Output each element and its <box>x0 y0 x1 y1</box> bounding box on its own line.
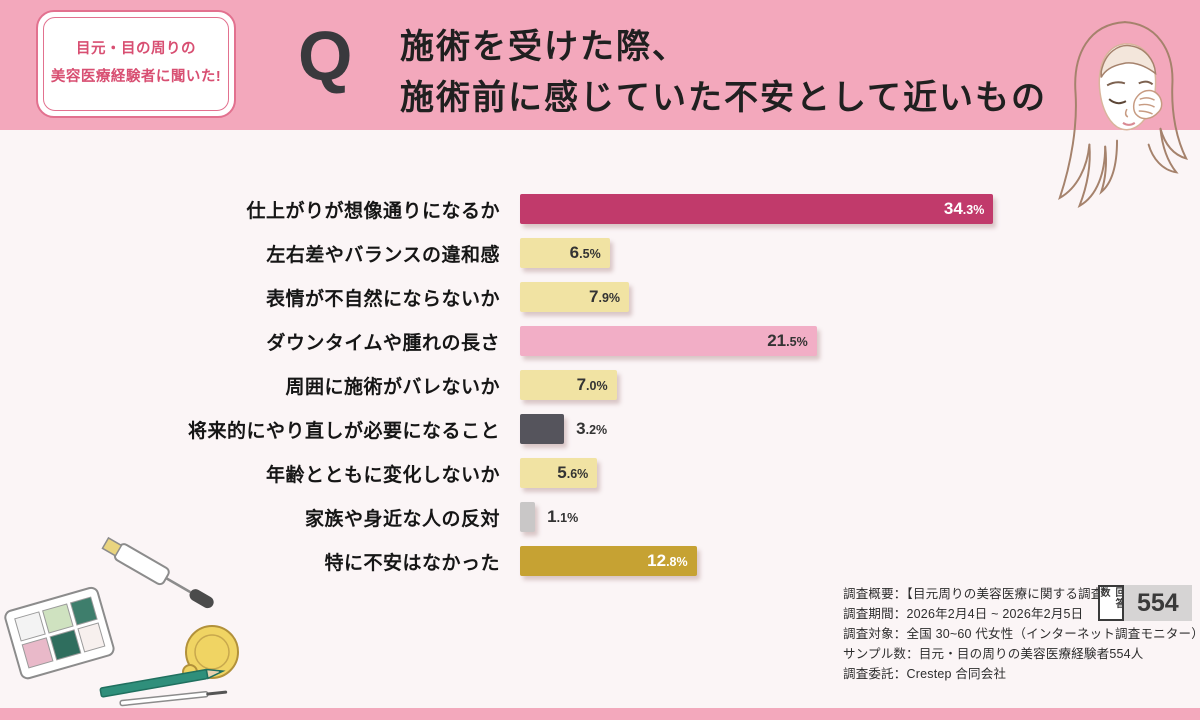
category-label-4: ダウンタイムや腫れの長さ <box>266 332 500 354</box>
bar-track-9: 12.8% <box>520 546 1060 576</box>
respondents-count: 554 <box>1124 585 1192 621</box>
survey-line-5: 調査委託：Crestep 合同会社 <box>843 667 1007 681</box>
chart-row-4: ダウンタイムや腫れの長さ 21.5% <box>0 326 1060 356</box>
audience-badge-text: 目元・目の周りの 美容医療経験者に聞いた! <box>51 36 221 91</box>
question-title-line1: 施術を受けた際、 <box>400 28 688 66</box>
value-label-7: 5.6% <box>557 463 589 482</box>
header-band: 目元・目の周りの 美容医療経験者に聞いた! Q 施術を受けた際、 施術前に感じて… <box>0 0 1200 130</box>
value-label-1: 34.3% <box>943 199 985 218</box>
category-label-1: 仕上がりが想像通りになるか <box>246 200 500 222</box>
category-label-7: 年齢とともに変化しないか <box>265 464 500 486</box>
bar-3: 7.9% <box>520 282 630 312</box>
chart-row-2: 左右差やバランスの違和感 6.5% <box>0 238 1060 268</box>
survey-line-4: サンプル数：目元・目の周りの美容医療経験者554人 <box>843 647 1144 661</box>
bar-1: 34.3% <box>520 194 994 224</box>
woman-touching-eye-illustration <box>1058 21 1189 209</box>
audience-badge-line1: 目元・目の周りの <box>75 41 196 58</box>
bottom-accent-strip <box>0 708 1200 720</box>
category-label-6: 将来的にやり直しが必要になること <box>187 420 500 442</box>
bar-7: 5.6% <box>520 458 598 488</box>
chart-row-3: 表情が不自然にならないか 7.9% <box>0 282 1060 312</box>
chart-row-6: 将来的にやり直しが必要になること 3.2% <box>0 414 1060 444</box>
bar-track-8: 1.1% <box>520 502 1060 532</box>
chart-row-8: 家族や身近な人の反対 1.1% <box>0 502 1060 532</box>
question-title: 施術を受けた際、 施術前に感じていた不安として近いもの <box>400 22 1047 124</box>
value-label-5: 7.0% <box>576 375 608 394</box>
audience-badge: 目元・目の周りの 美容医療経験者に聞いた! <box>36 10 236 118</box>
bar-track-4: 21.5% <box>520 326 1060 356</box>
chart-row-5: 周囲に施術がバレないか 7.0% <box>0 370 1060 400</box>
respondents-label: 回答数 <box>1098 585 1124 621</box>
value-label-4: 21.5% <box>767 331 808 350</box>
respondents-badge: 回答数 554 <box>1098 585 1192 621</box>
bar-track-7: 5.6% <box>520 458 1060 488</box>
category-label-5: 周囲に施術がバレないか <box>285 376 500 398</box>
chart-row-1: 仕上がりが想像通りになるか 34.3% <box>0 194 1060 224</box>
value-label-3: 7.9% <box>589 287 621 306</box>
category-label-9: 特に不安はなかった <box>324 552 500 574</box>
bar-chart: 仕上がりが想像通りになるか 34.3% 左右差やバランスの違和感 6.5% 表情が不自然… <box>0 194 1060 590</box>
bar-track-2: 6.5% <box>520 238 1060 268</box>
value-label-6: 3.2% <box>576 419 608 438</box>
survey-line-2: 調査期間：2026年2月4日 ~ 2026年2月5日 <box>843 607 1084 621</box>
chart-row-9: 特に不安はなかった 12.8% <box>0 546 1060 576</box>
category-label-8: 家族や身近な人の反対 <box>304 508 500 530</box>
chart-row-7: 年齢とともに変化しないか 5.6% <box>0 458 1060 488</box>
value-label-9: 12.8% <box>647 551 688 570</box>
bar-track-3: 7.9% <box>520 282 1060 312</box>
survey-summary: 調査概要：【目元周りの美容医療に関する調査】 調査期間：2026年2月4日 ~ 2… <box>843 584 1200 684</box>
bar-track-6: 3.2% <box>520 414 1060 444</box>
audience-badge-line2: 美容医療経験者に聞いた! <box>50 69 222 85</box>
bar-track-5: 7.0% <box>520 370 1060 400</box>
category-label-2: 左右差やバランスの違和感 <box>266 244 500 266</box>
category-label-3: 表情が不自然にならないか <box>265 288 500 310</box>
survey-line-1: 調査概要：【目元周りの美容医療に関する調査】 <box>843 587 1117 601</box>
bar-5: 7.0% <box>520 370 617 400</box>
bar-9: 12.8% <box>520 546 697 576</box>
bar-8 <box>520 502 536 532</box>
question-title-line2: 施術前に感じていた不安として近いもの <box>400 79 1047 117</box>
survey-line-3: 調査対象：全国 30~60 代女性（インターネット調査モニター） <box>843 627 1200 641</box>
cosmetics-illustration <box>4 536 239 707</box>
value-label-8: 1.1% <box>547 507 579 526</box>
bar-track-1: 34.3% <box>520 194 1060 224</box>
bar-4: 21.5% <box>520 326 817 356</box>
bar-6 <box>520 414 565 444</box>
question-mark: Q <box>298 17 353 95</box>
bar-2: 6.5% <box>520 238 610 268</box>
value-label-2: 6.5% <box>569 243 601 262</box>
